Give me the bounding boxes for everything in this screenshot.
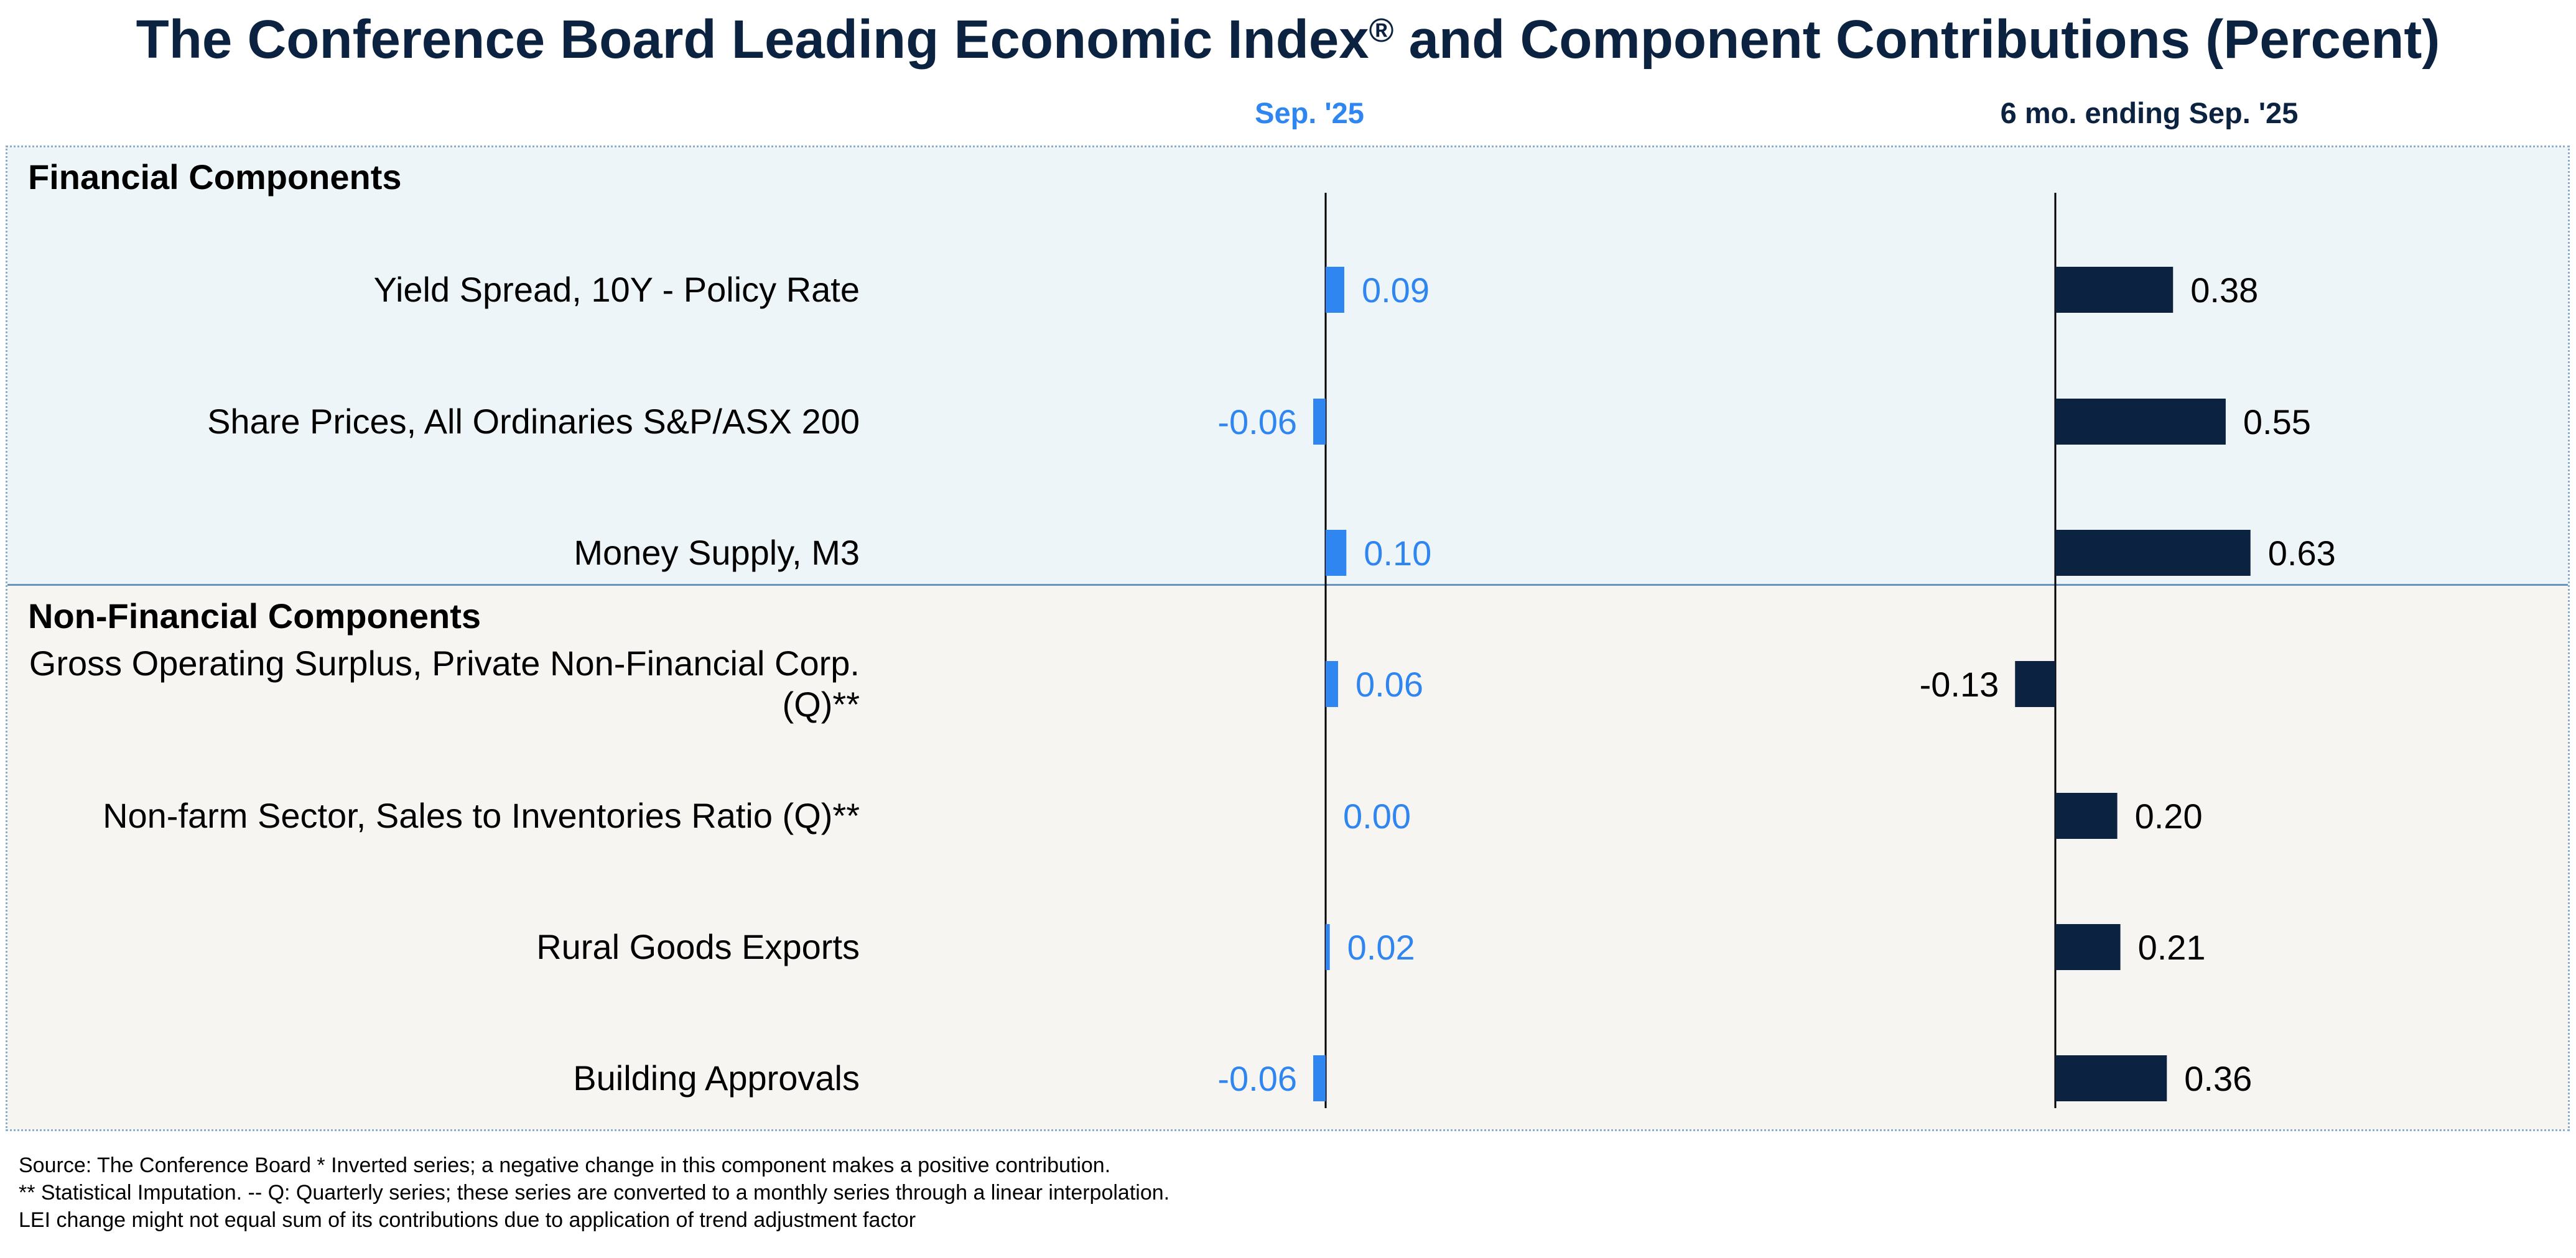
chart-frame	[6, 146, 2570, 1131]
six-month-value-label: 0.55	[2243, 402, 2311, 442]
row-label: Non-farm Sector, Sales to Inventories Ra…	[103, 796, 860, 835]
six-month-bar	[2055, 924, 2121, 970]
non-financial-band	[7, 586, 2568, 1129]
monthly-value-label: 0.00	[1343, 797, 1411, 836]
row-label: Money Supply, M3	[574, 533, 860, 572]
monthly-value-label: 0.02	[1347, 928, 1415, 967]
six-month-bar	[2015, 661, 2055, 707]
six-month-bar	[2055, 530, 2251, 576]
footnote-source: Source: The Conference Board * Inverted …	[19, 1154, 1111, 1177]
row-label: Rural Goods Exports	[536, 927, 860, 966]
six-month-value-label: 0.63	[2268, 534, 2336, 573]
row-label: Building Approvals	[573, 1058, 860, 1098]
monthly-column-header: Sep. '25	[1255, 96, 1364, 129]
six-month-value-label: -0.13	[1920, 665, 1999, 704]
monthly-value-label: 0.06	[1355, 665, 1423, 704]
title-main: The Conference Board Leading Economic In…	[136, 9, 1369, 70]
section-divider	[7, 584, 2568, 586]
row-label: Share Prices, All Ordinaries S&P/ASX 200	[207, 402, 860, 441]
title-registered-mark: ®	[1369, 12, 1394, 49]
financial-band	[7, 147, 2568, 584]
six-month-column-header: 6 mo. ending Sep. '25	[2000, 96, 2299, 129]
six-month-bar	[2055, 1055, 2167, 1101]
footnote-imputation: ** Statistical Imputation. -- Q: Quarter…	[19, 1181, 1170, 1205]
monthly-bar	[1326, 530, 1347, 576]
monthly-value-label: -0.06	[1217, 1059, 1297, 1098]
six-month-value-label: 0.38	[2190, 271, 2258, 310]
six-month-bar	[2055, 267, 2174, 313]
monthly-value-label: 0.10	[1364, 534, 1431, 573]
six-month-value-label: 0.36	[2184, 1059, 2252, 1098]
chart-title: The Conference Board Leading Economic In…	[0, 9, 2576, 71]
six-month-value-label: 0.20	[2135, 797, 2203, 836]
six-month-bar	[2055, 793, 2118, 839]
six-month-value-label: 0.21	[2138, 928, 2206, 967]
six-month-bar	[2055, 399, 2226, 445]
monthly-bar	[1326, 267, 1344, 313]
monthly-value-label: -0.06	[1217, 402, 1297, 442]
monthly-bar	[1326, 661, 1338, 707]
monthly-bar	[1313, 1055, 1326, 1101]
row-label: Gross Operating Surplus, Private Non-Fin…	[29, 644, 860, 724]
monthly-bar	[1313, 399, 1326, 445]
non-financial-section-label: Non-Financial Components	[28, 596, 481, 636]
title-suffix: and Component Contributions (Percent)	[1393, 9, 2440, 70]
footnote-trend-adjustment: LEI change might not equal sum of its co…	[19, 1208, 916, 1232]
financial-section-label: Financial Components	[28, 157, 402, 197]
footnotes: Source: The Conference Board * Inverted …	[19, 1152, 1169, 1234]
monthly-value-label: 0.09	[1362, 271, 1430, 310]
row-label: Yield Spread, 10Y - Policy Rate	[373, 270, 860, 309]
monthly-bar	[1326, 924, 1330, 970]
